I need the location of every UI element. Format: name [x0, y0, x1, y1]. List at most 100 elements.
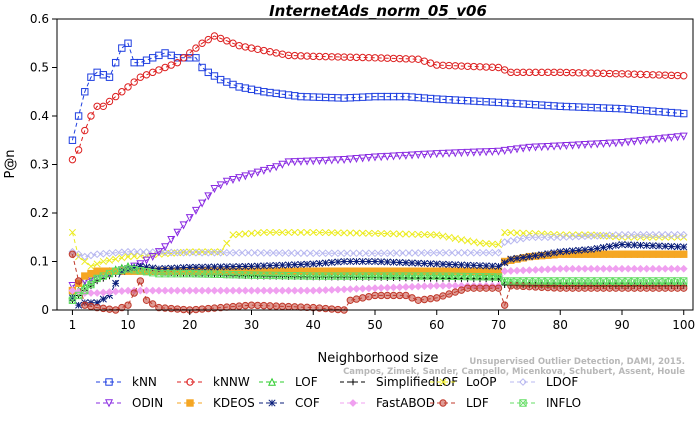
data-point-cof	[112, 279, 120, 287]
data-point-odin	[284, 158, 293, 167]
data-point-knnw	[136, 73, 145, 81]
data-point-ldof	[611, 231, 620, 239]
data-point-odin	[568, 141, 577, 150]
data-point-fastabod	[445, 281, 454, 290]
data-point-inflo	[99, 272, 108, 280]
data-point-inflo	[680, 277, 688, 285]
data-point-cof	[149, 264, 157, 272]
data-point-knnw	[192, 44, 200, 52]
data-point-loop	[464, 237, 472, 245]
legend-label-inflo: INFLO	[546, 396, 581, 410]
data-point-ldof	[334, 249, 342, 258]
data-point-cof	[365, 257, 373, 266]
data-point-ldof	[451, 248, 460, 257]
data-point-fastabod	[266, 286, 274, 295]
data-point-fastabod	[87, 289, 95, 297]
data-point-inflo	[118, 266, 126, 274]
data-point-loop	[482, 240, 490, 248]
data-point-kdeos	[624, 250, 632, 258]
data-point-ldof	[327, 249, 336, 258]
data-point-ldof	[179, 248, 188, 257]
data-point-odin	[587, 140, 596, 149]
data-point-ldof	[278, 249, 287, 257]
data-point-ldof	[253, 248, 262, 257]
data-point-ldof	[673, 230, 682, 239]
data-point-cof	[334, 258, 342, 266]
data-point-loop	[93, 260, 101, 268]
data-point-fastabod	[587, 264, 596, 273]
data-point-ldf	[352, 295, 361, 303]
data-point-fastabod	[618, 264, 626, 273]
data-point-cof	[303, 260, 311, 268]
legend-marker-odin	[104, 399, 114, 408]
data-point-fastabod	[537, 265, 546, 274]
data-point-odin	[247, 170, 256, 179]
data-point-cof	[130, 264, 138, 272]
data-point-fastabod	[210, 286, 219, 295]
data-point-ldof	[593, 231, 602, 240]
data-point-cof	[235, 262, 243, 271]
data-point-odin	[395, 152, 404, 161]
data-point-ldof	[284, 249, 293, 257]
data-point-ldof	[488, 248, 497, 257]
data-point-odin	[642, 136, 651, 145]
data-point-ldf	[377, 291, 385, 300]
data-point-odin	[661, 134, 670, 143]
data-point-odin	[445, 149, 454, 158]
data-point-knnw	[198, 39, 206, 47]
data-point-fastabod	[556, 264, 565, 273]
y-tick-label: 0.1	[30, 255, 49, 269]
data-point-ldof	[679, 230, 688, 239]
data-point-ldof	[500, 238, 509, 247]
data-point-knn	[111, 58, 120, 67]
data-point-inflo	[93, 274, 101, 283]
data-point-odin	[303, 157, 312, 166]
data-point-fastabod	[216, 286, 225, 295]
data-point-knn	[124, 39, 132, 47]
data-point-odin	[426, 150, 435, 159]
data-point-ldof	[476, 248, 484, 257]
data-point-cof	[562, 247, 570, 255]
data-point-fastabod	[655, 264, 663, 273]
data-point-odin	[179, 221, 188, 230]
data-point-odin	[185, 214, 194, 223]
data-point-odin	[556, 142, 565, 151]
data-point-loop	[371, 229, 379, 237]
plot-data	[68, 32, 688, 314]
data-point-odin	[352, 154, 361, 163]
data-point-fastabod	[290, 286, 299, 295]
data-point-ldof	[432, 248, 441, 257]
data-point-odin	[346, 155, 355, 164]
data-point-ldf	[661, 284, 669, 292]
data-point-odin	[451, 149, 460, 158]
data-point-ldf	[383, 291, 392, 300]
data-point-cof	[118, 267, 126, 275]
data-point-fastabod	[420, 282, 429, 291]
data-point-ldof	[494, 248, 503, 257]
data-point-loop	[112, 255, 120, 263]
data-point-fastabod	[642, 264, 651, 273]
data-point-fastabod	[364, 284, 373, 293]
data-point-ldf	[420, 295, 429, 304]
data-point-kdeos	[93, 267, 101, 275]
data-point-ldof	[87, 251, 95, 260]
data-point-cof	[414, 259, 422, 267]
data-point-cof	[247, 262, 256, 270]
data-point-knnw	[74, 146, 83, 154]
data-point-loop	[291, 228, 299, 236]
data-point-fastabod	[136, 286, 145, 295]
data-point-loop	[414, 230, 422, 238]
data-point-odin	[210, 185, 219, 194]
legend-item-simplifiedlof: SimplifiedLOF	[340, 375, 458, 389]
data-point-odin	[340, 155, 349, 164]
data-point-knnw	[99, 102, 108, 111]
data-point-fastabod	[439, 281, 447, 290]
data-point-fastabod	[358, 284, 367, 293]
data-point-simplifiedlof	[501, 281, 508, 288]
data-point-odin	[167, 235, 176, 244]
data-point-fastabod	[562, 264, 571, 273]
data-point-knn	[74, 112, 83, 120]
data-point-knnw	[124, 83, 132, 91]
data-point-ldf	[99, 304, 108, 313]
data-point-ldf	[531, 283, 540, 291]
